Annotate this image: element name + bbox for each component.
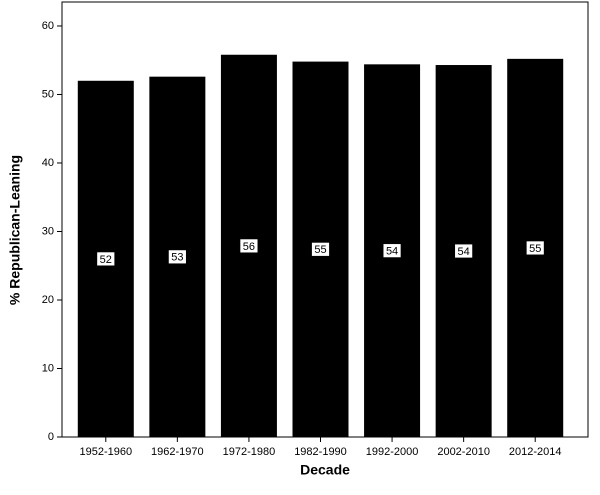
value-label: 54 [386, 246, 398, 258]
x-tick-label: 1972-1980 [223, 446, 276, 458]
x-axis-title: Decade [300, 462, 350, 478]
x-tick-label: 2002-2010 [437, 446, 490, 458]
x-tick-label: 1982-1990 [294, 446, 347, 458]
value-label: 54 [458, 246, 470, 258]
y-tick-label: 50 [42, 88, 54, 100]
x-tick-label: 1992-2000 [366, 446, 419, 458]
y-tick-label: 0 [48, 431, 54, 443]
y-axis-title: % Republican-Leaning [7, 155, 23, 305]
y-tick-label: 10 [42, 362, 54, 374]
y-tick-label: 30 [42, 225, 54, 237]
value-label: 55 [314, 244, 326, 256]
y-tick-label: 20 [42, 294, 54, 306]
y-tick-label: 60 [42, 20, 54, 32]
value-label: 53 [171, 252, 183, 264]
x-tick-label: 1962-1970 [151, 446, 204, 458]
x-tick-label: 1952-1960 [79, 446, 132, 458]
y-tick-label: 40 [42, 157, 54, 169]
value-label-box [382, 243, 402, 259]
value-label-box [454, 243, 474, 259]
x-tick-label: 2012-2014 [509, 446, 562, 458]
value-label-box [239, 238, 259, 254]
value-label: 52 [100, 254, 112, 266]
value-label-box [167, 249, 187, 265]
value-label-box [96, 251, 116, 267]
value-label: 56 [243, 241, 255, 253]
value-label-box [525, 240, 545, 256]
value-label: 55 [529, 243, 541, 255]
value-label-box [311, 241, 330, 257]
